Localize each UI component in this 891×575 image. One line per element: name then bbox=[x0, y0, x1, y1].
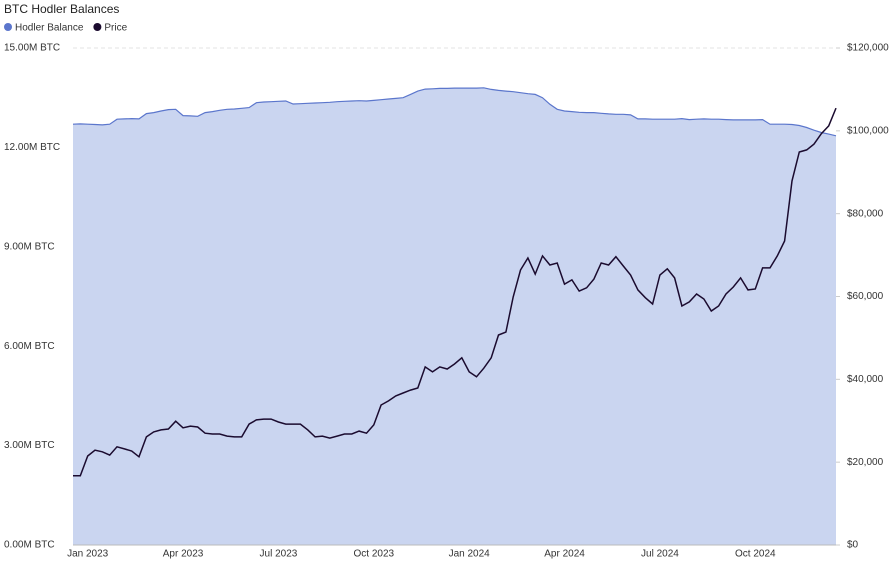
area-line bbox=[72, 87, 837, 137]
y2-tick-label: $80,000 bbox=[847, 208, 884, 219]
y-tick-label: 3.00M BTC bbox=[4, 440, 55, 451]
legend-marker bbox=[4, 23, 12, 31]
line bbox=[73, 107, 837, 477]
y-tick-label: 0.00M BTC bbox=[4, 540, 55, 551]
legend-marker bbox=[93, 23, 102, 31]
y2-tick-label: $60,000 bbox=[847, 291, 884, 302]
y2-tick-label: $0 bbox=[847, 540, 859, 551]
x-tick-label: Jul 2024 bbox=[641, 549, 679, 560]
y-tick-label: 6.00M BTC bbox=[4, 341, 55, 352]
x-tick-label: Apr 2024 bbox=[544, 549, 585, 560]
x-tick-label: Jan 2024 bbox=[449, 549, 491, 560]
x-tick-label: Oct 2024 bbox=[735, 549, 776, 560]
y2-tick-label: $20,000 bbox=[847, 457, 884, 468]
y2-tick-label: $120,000 bbox=[847, 43, 889, 54]
legend-label: Price bbox=[104, 23, 127, 34]
x-tick-label: Apr 2023 bbox=[163, 549, 204, 560]
legend-label: Hodler Balance bbox=[15, 23, 84, 34]
x-tick-label: Jan 2023 bbox=[67, 549, 109, 560]
y-tick-label: 9.00M BTC bbox=[4, 241, 55, 252]
x-tick-label: Oct 2023 bbox=[354, 549, 395, 560]
chart-title: BTC Hodler Balances bbox=[4, 2, 119, 16]
y2-tick-label: $100,000 bbox=[847, 125, 889, 136]
x-tick-label: Jul 2023 bbox=[260, 549, 298, 560]
area bbox=[73, 87, 836, 546]
y-tick-label: 12.00M BTC bbox=[4, 142, 60, 153]
y2-tick-label: $40,000 bbox=[847, 374, 884, 385]
y-tick-label: 15.00M BTC bbox=[4, 43, 60, 54]
